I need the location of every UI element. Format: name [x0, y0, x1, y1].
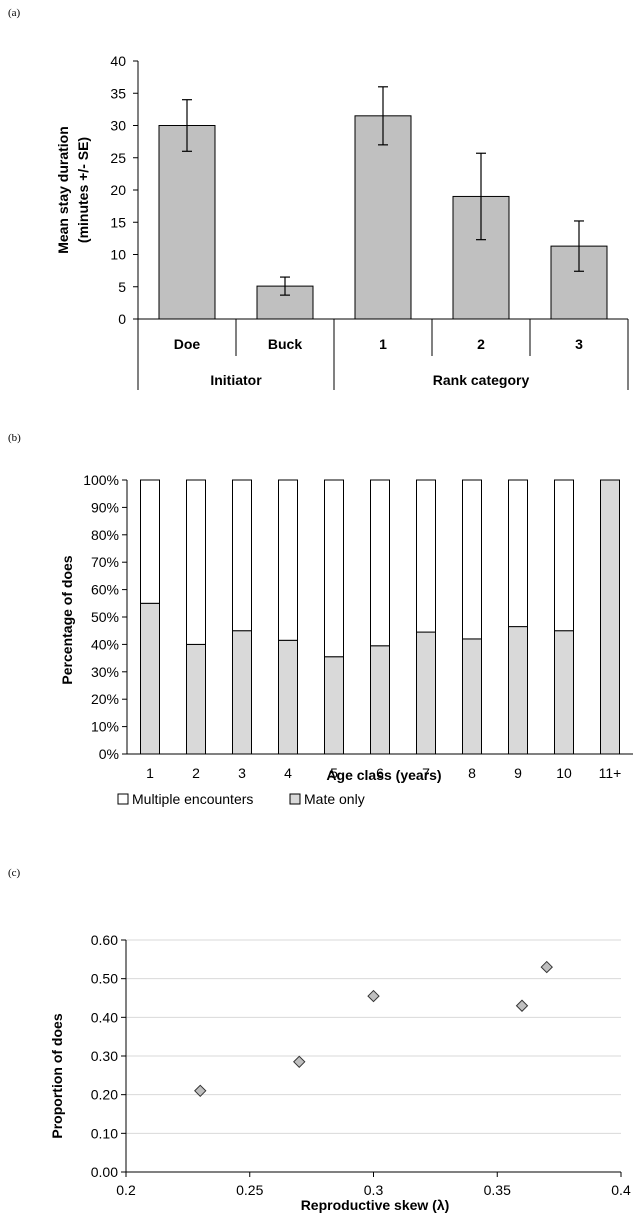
chart-b-bar-mate-only	[232, 630, 252, 755]
chart-b-bar-multiple	[416, 479, 436, 633]
chart-b-ytick-label: 100%	[83, 472, 119, 488]
chart-a-ytick-label: 30	[110, 118, 126, 134]
chart-b-category-label: 9	[514, 765, 522, 781]
chart-a-group-label: Rank category	[433, 372, 530, 388]
chart-b-category-label: 1	[146, 765, 154, 781]
panel-label-c: (c)	[8, 867, 21, 879]
chart-b-legend: Multiple encounters Mate only	[117, 791, 365, 807]
chart-a-ylabel-line1: Mean stay duration	[55, 126, 71, 254]
chart-b-ytick-label: 90%	[91, 499, 119, 515]
chart-c-ytick-label: 0.30	[91, 1048, 118, 1064]
chart-b-bar-multiple	[508, 479, 528, 628]
chart-b-bar-multiple	[370, 479, 390, 647]
chart-c-ytick-label: 0.40	[91, 1009, 118, 1025]
chart-c-point	[194, 1084, 207, 1098]
chart-b-ytick-label: 40%	[91, 636, 119, 652]
chart-b-xlabel: Age class (years)	[326, 767, 441, 783]
chart-b-category-label: 10	[556, 765, 572, 781]
legend-label-multiple: Multiple encounters	[132, 791, 253, 807]
chart-b-bar-multiple	[140, 479, 160, 604]
legend-swatch-multiple	[117, 793, 129, 805]
chart-c-ytick-label: 0.20	[91, 1087, 118, 1103]
chart-a-ytick-label: 5	[118, 279, 126, 295]
chart-b-bar-multiple	[324, 479, 344, 658]
chart-a-group-label: Initiator	[210, 372, 262, 388]
chart-b-category-label: 5	[330, 765, 338, 781]
chart-b-bar-mate-only	[462, 638, 482, 755]
chart-b-ytick-label: 50%	[91, 609, 119, 625]
chart-b-bar-multiple	[554, 479, 574, 632]
chart-b-bar-mate-only	[140, 602, 160, 755]
chart-a-ytick-label: 10	[110, 247, 126, 263]
chart-b-bar-mate-only	[370, 645, 390, 755]
chart-b-ytick-label: 10%	[91, 719, 119, 735]
chart-b-category-label: 11+	[599, 765, 622, 781]
chart-c-xtick-label: 0.25	[236, 1182, 263, 1198]
chart-c-xtick-label: 0.35	[484, 1182, 511, 1198]
chart-a-ytick-label: 0	[118, 311, 126, 327]
chart-c-point	[540, 960, 553, 974]
chart-a-duration: 0 5 10 15 20 25 30 35 40 Doe Buck 1 2 3 Initiator Rank…	[55, 53, 629, 390]
chart-a-ytick-label: 35	[110, 85, 126, 101]
chart-a-ytick-label: 25	[110, 150, 126, 166]
chart-c-point	[367, 989, 380, 1003]
chart-a-ytick-label: 40	[110, 53, 126, 69]
chart-c-ytick-label: 0.50	[91, 971, 118, 987]
chart-c-xtick-label: 0.3	[364, 1182, 384, 1198]
panel-label-a: (a)	[8, 7, 21, 19]
chart-b-ylabel: Percentage of does	[59, 555, 75, 684]
chart-b-ytick-label: 0%	[99, 746, 119, 762]
chart-b-ytick-label: 30%	[91, 664, 119, 680]
chart-b-bar-mate-only	[600, 479, 620, 755]
chart-a-category-label: 1	[379, 336, 387, 352]
chart-b-category-label: 2	[192, 765, 200, 781]
chart-c-ytick-label: 0.10	[91, 1125, 118, 1141]
chart-a-ylabel-line2: (minutes +/- SE)	[75, 137, 91, 243]
chart-b-ytick-label: 60%	[91, 582, 119, 598]
chart-b-bar-mate-only	[324, 656, 344, 755]
chart-b-bar-mate-only	[416, 631, 436, 755]
chart-b-bar-multiple	[232, 479, 252, 632]
chart-c-point	[515, 999, 529, 1012]
chart-b-category-label: 8	[468, 765, 476, 781]
chart-b-category-label: 3	[238, 765, 246, 781]
chart-a-category-label: Buck	[268, 336, 302, 352]
chart-b-category-label: 4	[284, 765, 292, 781]
chart-b-bar-multiple	[462, 479, 482, 640]
chart-b-bar-mate-only	[508, 626, 528, 755]
chart-a-bar-1	[354, 115, 412, 320]
chart-b-bar-multiple	[278, 479, 298, 641]
chart-b-category-label: 6	[376, 765, 384, 781]
chart-a-ytick-label: 15	[110, 214, 126, 230]
chart-b-bar-mate-only	[186, 643, 206, 755]
chart-c-xtick-label: 0.2	[116, 1182, 136, 1198]
chart-c-ytick-label: 0.00	[91, 1164, 118, 1180]
chart-a-ytick-label: 20	[110, 182, 126, 198]
chart-b-bar-mate-only	[554, 630, 574, 755]
chart-a-category-label: 3	[575, 336, 583, 352]
legend-swatch-mate	[289, 793, 301, 805]
chart-b-bar-mate-only	[278, 639, 298, 755]
chart-a-category-label: Doe	[174, 336, 201, 352]
chart-c-ytick-label: 0.60	[91, 932, 118, 948]
chart-a-category-label: 2	[477, 336, 485, 352]
chart-c-xlabel: Reproductive skew (λ)	[301, 1197, 450, 1213]
chart-b-percentage: 0% 10% 20% 30% 40% 50% 60% 70% 80% 90% 100% 1 2 3 4 5 6…	[59, 472, 633, 807]
chart-b-bar-multiple	[186, 479, 206, 645]
chart-b-category-label: 7	[422, 765, 430, 781]
chart-b-ytick-label: 20%	[91, 691, 119, 707]
chart-c-xtick-label: 0.4	[611, 1182, 631, 1198]
legend-label-mate: Mate only	[304, 791, 365, 807]
chart-c-point	[293, 1055, 306, 1069]
chart-b-ytick-label: 80%	[91, 527, 119, 543]
chart-a-bar-doe	[158, 125, 216, 320]
chart-b-ytick-label: 70%	[91, 554, 119, 570]
chart-c-ylabel: Proportion of does	[49, 1013, 65, 1138]
chart-c-scatter: 0.00 0.10 0.20 0.30 0.40 0.50 0.60 0.2 0.25 0.3 0…	[49, 932, 631, 1213]
panel-label-b: (b)	[8, 432, 21, 444]
